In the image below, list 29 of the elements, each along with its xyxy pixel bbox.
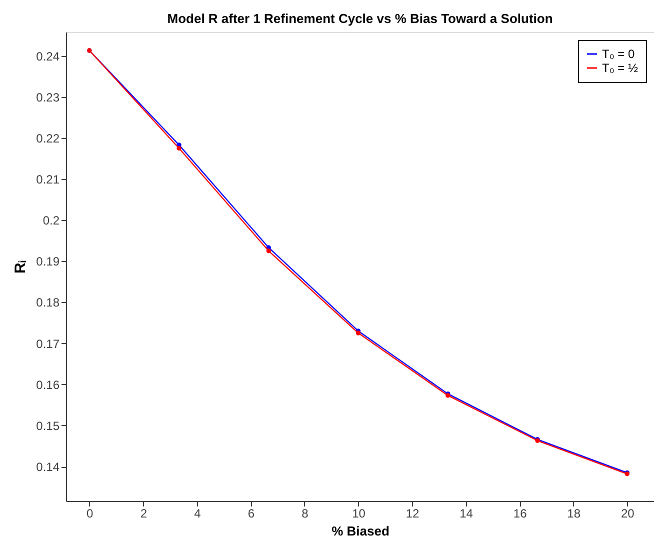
x-tick-label: 0	[86, 506, 94, 520]
y-tick-label: 0.19	[36, 254, 60, 269]
x-tick-label: 16	[513, 506, 528, 520]
y-tick-label: 0.17	[36, 336, 60, 351]
legend-label: T₀ = 0	[602, 47, 635, 61]
y-tick-label: 0.22	[36, 131, 60, 146]
x-tick-label: 8	[302, 506, 309, 520]
y-tick-label: 0.14	[36, 460, 60, 474]
x-tick-label: 14	[460, 506, 474, 520]
y-tick-label: 0.15	[36, 418, 60, 433]
point	[266, 248, 271, 254]
y-axis-title: Rᵢ	[12, 260, 30, 274]
legend-label: T₀ = ½	[602, 61, 638, 75]
x-tick-label: 6	[248, 506, 255, 520]
y-tick-label: 0.18	[36, 296, 60, 310]
x-tick-label: 4	[194, 506, 202, 520]
x-tick-label: 2	[140, 506, 148, 520]
point	[176, 146, 182, 151]
x-tick-label: 12	[406, 506, 420, 520]
x-tick-label: 18	[567, 506, 581, 520]
x-axis-title: % Biased	[332, 524, 390, 538]
y-tick-label: 0.2	[42, 214, 60, 228]
x-tick-label: 10	[352, 506, 366, 520]
y-tick-label: 0.21	[36, 172, 60, 187]
chart-title: Model R after 1 Refinement Cycle vs % Bias Toward a Solution	[167, 11, 553, 26]
y-tick-label: 0.24	[36, 49, 60, 64]
y-tick-label: 0.23	[36, 90, 60, 104]
y-tick-label: 0.16	[36, 378, 60, 392]
x-tick-label: 20	[620, 506, 635, 520]
